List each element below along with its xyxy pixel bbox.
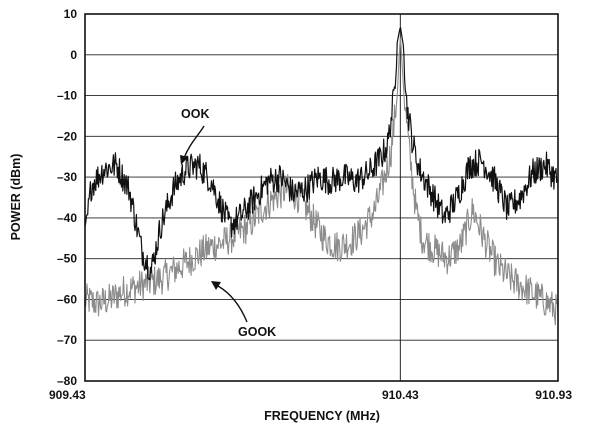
y-tick-label: –50: [57, 252, 77, 266]
x-tick-label: 909.43: [49, 388, 86, 402]
grid: [85, 13, 558, 382]
ook-annotation-label: OOK: [181, 107, 209, 121]
y-tick-label: –30: [57, 170, 77, 184]
y-axis-label: POWER (dBm): [9, 154, 23, 241]
x-axis-label: FREQUENCY (MHz): [264, 409, 380, 423]
y-tick-label: –40: [57, 211, 77, 225]
ook-annotation-arrow: [183, 125, 205, 159]
y-tick-label: 0: [70, 48, 77, 62]
series-line-gook: [84, 37, 559, 326]
series-line-ook: [84, 27, 559, 281]
x-tick-label: 910.43: [382, 388, 419, 402]
gook-annotation-arrow: [217, 285, 248, 323]
x-tick-label: 910.93: [535, 388, 572, 402]
y-tick-label: –10: [57, 89, 77, 103]
series-layer: [84, 27, 559, 326]
gook-annotation-label: GOOK: [238, 325, 276, 339]
plot-border: [84, 13, 559, 382]
y-tick-label: –80: [57, 374, 77, 388]
y-tick-label: 10: [64, 7, 78, 21]
gook-annotation-arrowhead: [211, 281, 221, 290]
y-tick-label: –60: [57, 292, 77, 306]
y-tick-label: –70: [57, 333, 77, 347]
y-tick-label: –20: [57, 129, 77, 143]
ook-annotation-arrowhead: [180, 155, 188, 165]
plot-frame: [84, 13, 559, 382]
